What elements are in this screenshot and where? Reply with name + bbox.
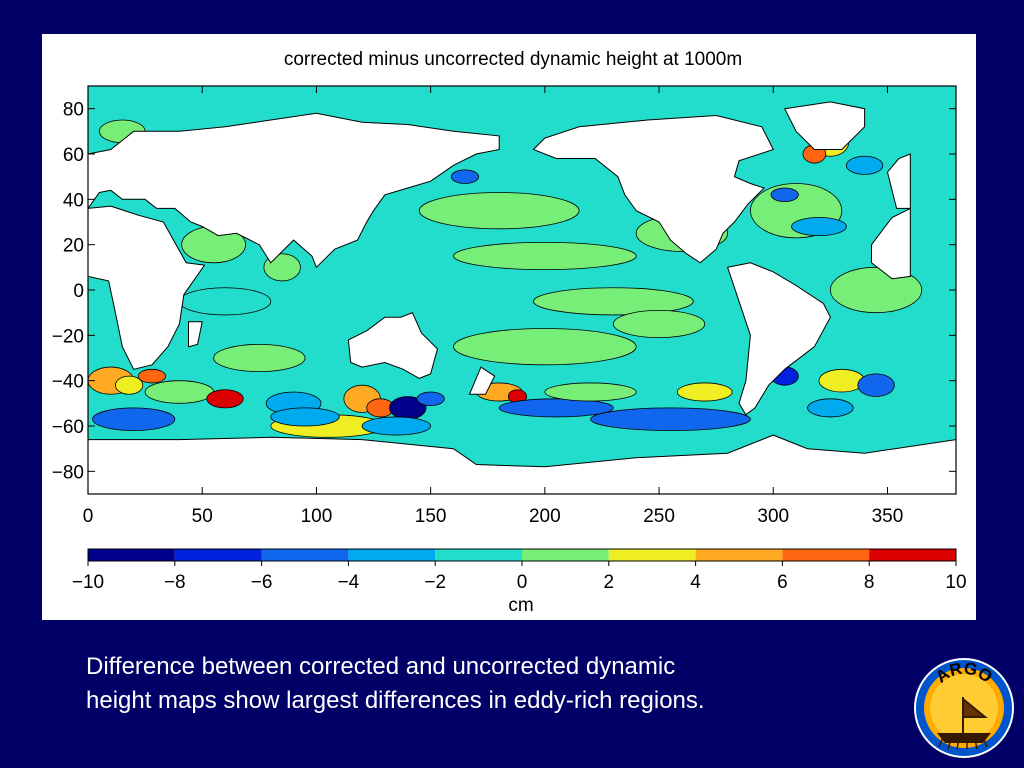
argo-ship-logo-icon: ARGO	[914, 658, 1014, 758]
caption-line: Difference between corrected and uncorre…	[86, 653, 676, 680]
anomaly-patch	[416, 391, 445, 407]
anomaly-patch	[770, 187, 799, 203]
colorbar-tick-label: −10	[72, 572, 104, 593]
y-axis: 80 60 40 20 0 −20 −40 −60 −80	[52, 100, 956, 483]
anomaly-patch	[178, 287, 272, 316]
colorbar-segment	[522, 549, 609, 561]
land-australia	[347, 312, 439, 379]
land-new-zealand	[468, 366, 496, 395]
y-tick-label: −20	[52, 326, 84, 347]
anomaly-patch	[213, 343, 306, 372]
anomaly-patch	[418, 192, 580, 230]
colorbar-segment	[608, 549, 696, 561]
colorbar-segment	[695, 549, 783, 561]
anomaly-patch	[818, 368, 866, 393]
anomaly-patch	[92, 407, 176, 431]
land-madagascar	[188, 321, 203, 348]
x-tick-label: 350	[872, 506, 904, 527]
y-tick-label: 20	[63, 236, 84, 257]
anomaly-patch	[807, 398, 854, 418]
slide-caption: Difference between corrected and uncorre…	[86, 650, 866, 718]
figure-panel: corrected minus uncorrected dynamic heig…	[42, 34, 976, 620]
colorbar-segment	[261, 549, 349, 561]
land-africa-wrap	[871, 207, 911, 280]
anomaly-patch	[137, 368, 167, 384]
dynamic-height-chart: corrected minus uncorrected dynamic heig…	[52, 49, 967, 616]
colorbar-tick-label: 8	[864, 572, 875, 593]
colorbar-segment	[88, 549, 175, 561]
colorbar-segment	[435, 549, 522, 561]
anomaly-patch	[857, 373, 895, 397]
anomaly-patch	[450, 169, 480, 184]
colorbar-tick-label: 6	[777, 572, 788, 593]
x-tick-label: 100	[301, 506, 333, 527]
anomaly-patch	[829, 266, 923, 314]
y-tick-label: 0	[73, 281, 84, 302]
anomaly-patch	[498, 398, 614, 418]
anomaly-patch	[270, 407, 340, 427]
land-greenland	[783, 101, 866, 150]
caption-line: height maps show largest differences in …	[86, 687, 705, 714]
anomaly-patch	[115, 375, 144, 395]
colorbar-tick-label: −8	[164, 572, 186, 593]
colorbar-segment	[348, 549, 436, 561]
anomaly-patch	[361, 416, 432, 436]
colorbar-tick-label: −4	[338, 572, 360, 593]
chart-title: corrected minus uncorrected dynamic heig…	[284, 49, 742, 70]
land-layer	[88, 101, 956, 494]
map-plot-area	[88, 86, 956, 494]
colorbar-segment	[174, 549, 262, 561]
y-tick-label: 40	[63, 190, 84, 211]
land-africa	[88, 205, 206, 370]
x-axis: 0 50 100 150 200 250 300 350	[83, 86, 904, 527]
colorbar	[87, 548, 957, 562]
colorbar-tick-label: 0	[517, 572, 528, 593]
colorbar-tick-label: −2	[424, 572, 446, 593]
anomaly-patch	[453, 241, 637, 270]
land-eurasia-west	[88, 112, 500, 269]
y-tick-label: −80	[52, 462, 84, 483]
land-antarctica	[88, 434, 956, 494]
colorbar-unit-label: cm	[508, 595, 533, 616]
anomaly-patch	[544, 382, 637, 402]
anomaly-patch	[676, 382, 733, 402]
land-south-america	[726, 262, 831, 416]
colorbar-segment	[782, 549, 870, 561]
colorbar-tick-label: −6	[251, 572, 273, 593]
y-tick-label: −40	[52, 372, 84, 393]
land-europe-wrap	[886, 153, 911, 209]
x-tick-label: 200	[529, 506, 561, 527]
x-tick-label: 50	[192, 506, 213, 527]
colorbar-tick-label: 10	[945, 572, 966, 593]
colorbar-axis: −10 −8 −6 −4 −2 0 2 4 6 8 10	[72, 561, 967, 593]
anomaly-patch	[144, 380, 215, 404]
anomaly-patch	[533, 287, 694, 316]
x-tick-label: 0	[83, 506, 94, 527]
y-tick-label: 80	[63, 100, 84, 121]
anomaly-patch	[206, 389, 244, 409]
land-north-america	[532, 114, 775, 264]
anomaly-patch	[845, 155, 884, 175]
anomaly-patch	[612, 309, 706, 338]
colorbar-tick-label: 4	[690, 572, 701, 593]
colorbar-tick-label: 2	[604, 572, 615, 593]
anomaly-layer	[88, 119, 923, 438]
y-tick-label: 60	[63, 145, 84, 166]
x-tick-label: 150	[415, 506, 447, 527]
x-tick-label: 300	[757, 506, 789, 527]
colorbar-segment	[869, 549, 956, 561]
anomaly-patch	[791, 217, 847, 237]
x-tick-label: 250	[643, 506, 675, 527]
anomaly-patch	[453, 328, 637, 366]
y-tick-label: −60	[52, 417, 84, 438]
anomaly-patch	[590, 407, 751, 431]
